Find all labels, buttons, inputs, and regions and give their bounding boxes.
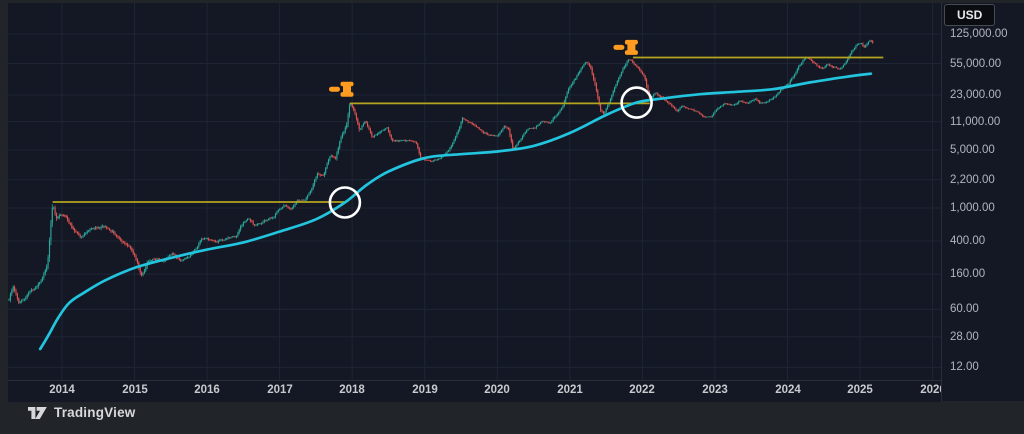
price-tick-label: 28.00 [950,331,979,343]
grid-lines [8,3,941,380]
year-tick-label: 2022 [629,384,655,396]
price-tick-label: 11,000.00 [950,116,1001,128]
year-tick-label: 2021 [557,384,583,396]
year-tick-label: 2017 [267,384,293,396]
candlestick-chart-svg[interactable] [8,3,941,380]
price-tick-label: 60.00 [950,303,979,315]
highlight-circle[interactable] [620,86,653,119]
price-axis[interactable]: USD 125,000.00 55,000.00 23,000.00 11,000.0… [941,3,1024,401]
price-tick-label: 400.00 [950,235,986,247]
year-tick-label: 2016 [194,384,220,396]
price-tick-label: 1,000.00 [950,202,995,214]
year-tick-label: 2018 [339,384,365,396]
tradingview-attribution[interactable]: TradingView [28,405,135,420]
gavel-marker-icon[interactable] [329,81,354,97]
price-tick-label: 2,200.00 [950,174,995,186]
currency-unit-button[interactable]: USD [944,4,996,26]
year-tick-label: 2020 [484,384,510,396]
price-tick-label: 5,000.00 [950,144,995,156]
gavel-marker-icon[interactable] [613,39,638,55]
year-tick-label: 2019 [412,384,438,396]
price-tick-label: 160.00 [950,268,986,280]
year-tick-label: 2015 [122,384,148,396]
year-tick-label: 2025 [847,384,873,396]
year-tick-label: 2026 [920,384,941,396]
price-tick-label: 125,000.00 [950,28,1008,40]
year-tick-label: 2024 [775,384,801,396]
year-tick-label: 2014 [49,384,75,396]
highlight-circle[interactable] [328,186,362,219]
price-tick-label: 23,000.00 [950,89,1002,101]
candles [8,39,874,305]
time-axis[interactable]: 2014 2015 2016 2017 2018 2019 2020 2021 2022 2023… [8,380,941,402]
price-tick-label: 55,000.00 [950,58,1002,70]
tradingview-brand-text: TradingView [54,405,136,420]
tradingview-logo-icon [28,406,47,419]
price-chart-plot[interactable] [8,3,941,380]
year-tick-label: 2023 [702,384,728,396]
ma-line[interactable] [38,72,873,351]
price-tick-label: 12.00 [950,361,979,373]
